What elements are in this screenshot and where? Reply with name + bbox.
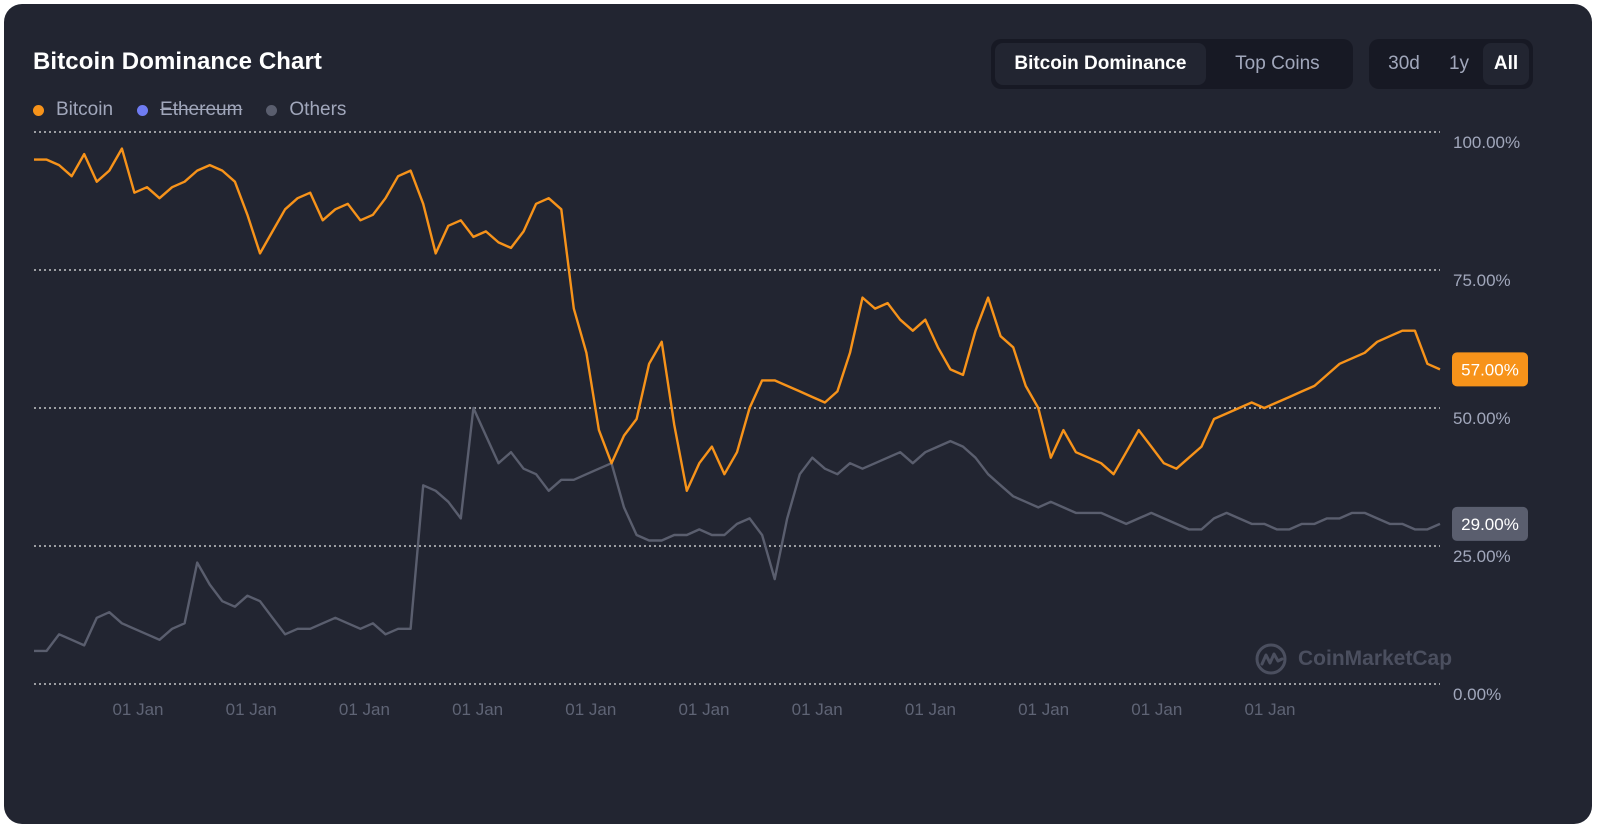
bitcoin-dot-icon <box>33 104 44 116</box>
x-tick-label: 01 Jan <box>792 700 843 719</box>
range-tabs: 30d 1y All <box>1369 39 1533 89</box>
y-tick-label: 50.00% <box>1453 409 1511 428</box>
tab-top-coins[interactable]: Top Coins <box>1235 53 1320 74</box>
dominance-chart[interactable]: 100.00% 75.00% 50.00% 25.00% 0.00% 01 Jan 01 J… <box>4 4 1592 824</box>
range-30d[interactable]: 30d <box>1388 53 1420 74</box>
watermark: CoinMarketCap <box>1254 642 1452 676</box>
others-dot-icon <box>266 104 278 116</box>
others-value-badge: 29.00% <box>1461 515 1519 534</box>
chart-card: Bitcoin Dominance Chart Bitcoin Ethereum… <box>4 4 1592 824</box>
x-tick-label: 01 Jan <box>678 700 729 719</box>
x-tick-label: 01 Jan <box>1244 700 1295 719</box>
watermark-text: CoinMarketCap <box>1298 647 1453 670</box>
range-1y[interactable]: 1y <box>1448 53 1470 74</box>
others-value-badge-bg <box>1452 506 1528 541</box>
x-tick-label: 01 Jan <box>565 700 616 719</box>
coinmarketcap-logo-icon <box>1255 643 1287 675</box>
x-tick-label: 01 Jan <box>905 700 956 719</box>
x-tick-label: 01 Jan <box>112 700 163 719</box>
bitcoin-series-line <box>34 147 1441 492</box>
y-tick-label: 25.00% <box>1453 547 1511 566</box>
legend-label: Others <box>289 99 347 120</box>
legend-label: Bitcoin <box>56 99 114 120</box>
y-tick-label: 0.00% <box>1453 685 1501 704</box>
legend-label: Ethereum <box>160 99 243 120</box>
bitcoin-value-badge-bg <box>1452 352 1528 387</box>
x-tick-label: 01 Jan <box>452 700 503 719</box>
others-series-line <box>34 406 1441 653</box>
tab-bitcoin-dominance[interactable]: Bitcoin Dominance <box>995 43 1206 85</box>
y-tick-label: 100.00% <box>1453 133 1520 152</box>
view-tabs: Bitcoin Dominance Top Coins <box>991 39 1353 89</box>
chart-title: Bitcoin Dominance Chart <box>33 48 322 75</box>
y-tick-label: 75.00% <box>1453 271 1511 290</box>
bitcoin-value-badge: 57.00% <box>1461 360 1519 379</box>
legend-item-ethereum[interactable]: Ethereum <box>137 99 242 121</box>
range-all[interactable]: All <box>1483 43 1529 85</box>
ethereum-dot-icon <box>137 104 149 116</box>
x-tick-label: 01 Jan <box>339 700 390 719</box>
x-tick-label: 01 Jan <box>1131 700 1182 719</box>
x-tick-label: 01 Jan <box>226 700 277 719</box>
legend-item-others[interactable]: Others <box>266 99 346 121</box>
chart-legend: Bitcoin Ethereum Others <box>33 99 370 121</box>
x-tick-label: 01 Jan <box>1018 700 1069 719</box>
legend-item-bitcoin[interactable]: Bitcoin <box>33 99 113 121</box>
